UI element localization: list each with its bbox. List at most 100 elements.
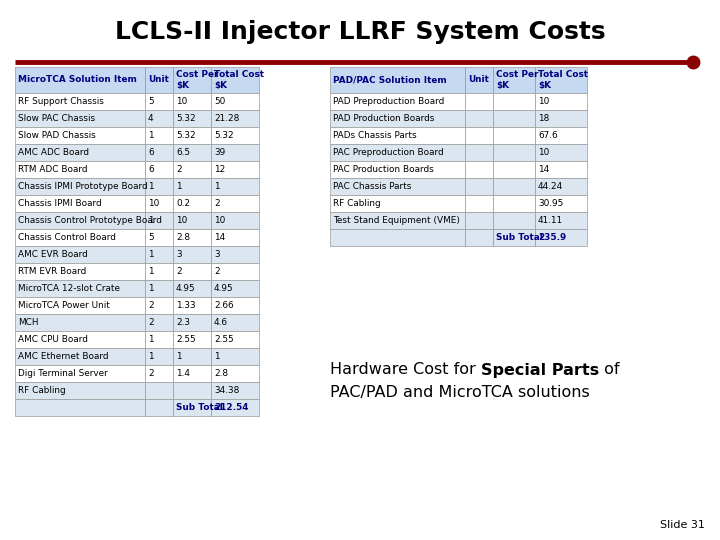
Text: 1.4: 1.4 [176, 369, 190, 378]
Text: PAD Production Boards: PAD Production Boards [333, 114, 434, 123]
Bar [145, 297, 173, 314]
Text: 1: 1 [214, 352, 220, 361]
Text: 235.9: 235.9 [538, 233, 566, 242]
Bar [145, 314, 173, 331]
Text: 1: 1 [148, 352, 153, 361]
Bar [493, 110, 535, 127]
Text: 3: 3 [176, 250, 181, 259]
Bar [211, 399, 259, 416]
Text: Unit: Unit [148, 76, 169, 84]
Text: Chassis Control Board: Chassis Control Board [18, 233, 116, 242]
Bar [330, 144, 465, 161]
Text: RTM ADC Board: RTM ADC Board [18, 165, 88, 174]
Text: AMC Ethernet Board: AMC Ethernet Board [18, 352, 109, 361]
Bar [145, 161, 173, 178]
Text: 2.55: 2.55 [176, 335, 196, 344]
Bar [330, 229, 465, 246]
Text: 1: 1 [148, 284, 153, 293]
Text: 1: 1 [148, 250, 153, 259]
Bar [465, 110, 493, 127]
Bar [330, 93, 465, 110]
Text: 1: 1 [148, 131, 153, 140]
Bar [535, 110, 587, 127]
Bar [211, 314, 259, 331]
Bar [465, 93, 493, 110]
Text: 10: 10 [214, 216, 225, 225]
Text: 1: 1 [148, 182, 153, 191]
Bar [173, 144, 211, 161]
Bar [465, 229, 493, 246]
Text: AMC EVR Board: AMC EVR Board [18, 250, 88, 259]
Bar [15, 314, 145, 331]
Bar [465, 195, 493, 212]
Bar [145, 212, 173, 229]
Text: 2.8: 2.8 [214, 369, 228, 378]
Bar [15, 348, 145, 365]
Bar [145, 229, 173, 246]
Text: 21.28: 21.28 [214, 114, 239, 123]
Bar [145, 195, 173, 212]
Text: 5.32: 5.32 [176, 114, 196, 123]
Bar [173, 263, 211, 280]
Bar [465, 144, 493, 161]
Bar [211, 365, 259, 382]
Bar [145, 263, 173, 280]
Text: 18: 18 [538, 114, 549, 123]
Text: PAC Chassis Parts: PAC Chassis Parts [333, 182, 411, 191]
Text: 44.24: 44.24 [538, 182, 563, 191]
Bar [145, 67, 173, 93]
Text: Chassis IPMI Board: Chassis IPMI Board [18, 199, 102, 208]
Bar [15, 246, 145, 263]
Text: 2: 2 [214, 267, 220, 276]
Text: 6: 6 [148, 148, 153, 157]
Bar [211, 127, 259, 144]
Text: 41.11: 41.11 [538, 216, 563, 225]
Bar [173, 399, 211, 416]
Text: 4.95: 4.95 [176, 284, 196, 293]
Text: 10: 10 [538, 148, 549, 157]
Text: 10: 10 [148, 199, 159, 208]
Text: 14: 14 [214, 233, 225, 242]
Bar [535, 144, 587, 161]
Bar [493, 161, 535, 178]
Text: PAD/PAC Solution Item: PAD/PAC Solution Item [333, 76, 446, 84]
Bar [173, 331, 211, 348]
Bar [330, 161, 465, 178]
Bar [493, 229, 535, 246]
Bar [173, 161, 211, 178]
Bar [145, 399, 173, 416]
Text: Slow PAC Chassis: Slow PAC Chassis [18, 114, 95, 123]
Text: 5.32: 5.32 [214, 131, 233, 140]
Text: 1: 1 [176, 182, 181, 191]
Bar [330, 212, 465, 229]
Text: 2: 2 [176, 165, 181, 174]
Text: 6: 6 [148, 165, 153, 174]
Text: 2: 2 [148, 318, 153, 327]
Bar [211, 331, 259, 348]
Bar [173, 246, 211, 263]
Bar [211, 178, 259, 195]
Bar [535, 161, 587, 178]
Text: 10: 10 [176, 216, 187, 225]
Text: Slow PAD Chassis: Slow PAD Chassis [18, 131, 96, 140]
Text: MCH: MCH [18, 318, 38, 327]
Bar [465, 161, 493, 178]
Bar [15, 161, 145, 178]
Bar [15, 365, 145, 382]
Bar [173, 110, 211, 127]
Bar [535, 93, 587, 110]
Bar [173, 280, 211, 297]
Bar [173, 93, 211, 110]
Text: 10: 10 [176, 97, 187, 106]
Bar [211, 110, 259, 127]
Text: PAD Preproduction Board: PAD Preproduction Board [333, 97, 444, 106]
Bar [173, 365, 211, 382]
Bar [173, 127, 211, 144]
Text: PAC Production Boards: PAC Production Boards [333, 165, 433, 174]
Text: 6.5: 6.5 [176, 148, 190, 157]
Bar [15, 144, 145, 161]
Bar [211, 348, 259, 365]
Bar [535, 178, 587, 195]
Bar [493, 178, 535, 195]
Bar [145, 178, 173, 195]
